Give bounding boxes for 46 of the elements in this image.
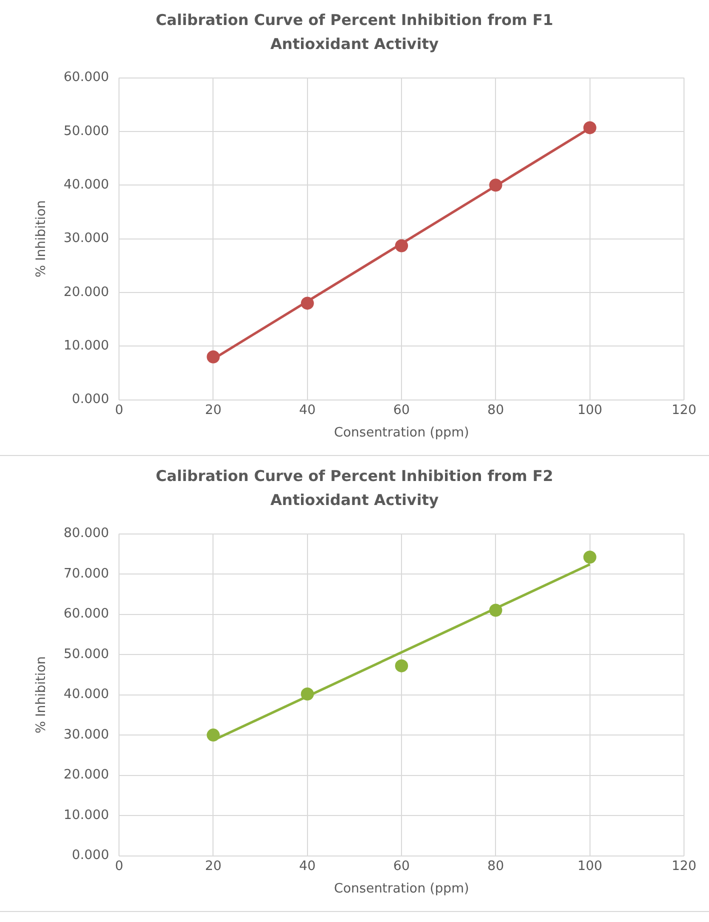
point: [583, 550, 596, 564]
x-tick-label: 80: [487, 858, 504, 874]
x-tick-label: 80: [487, 402, 504, 418]
point: [489, 604, 502, 617]
point: [395, 239, 408, 252]
x-tick-label: 60: [393, 858, 410, 874]
x-tick-label: 100: [577, 402, 602, 418]
x-tick-label: 120: [672, 402, 696, 418]
y-tick-label: 20.000: [64, 284, 110, 300]
point: [300, 296, 314, 310]
y-tick-label: 10.000: [64, 808, 110, 823]
y-tick-label: 0.000: [72, 392, 110, 408]
point: [206, 350, 220, 364]
x-tick-label: 0: [114, 402, 124, 418]
y-tick-label: 40.000: [64, 687, 110, 702]
x-axis-title: Consentration (ppm): [334, 426, 470, 441]
x-tick-label: 60: [393, 402, 410, 418]
point: [395, 659, 408, 672]
x-tick-label: 40: [299, 858, 316, 874]
y-tick-label: 30.000: [64, 231, 110, 246]
x-tick-label: 20: [204, 858, 222, 874]
x-tick-label: 100: [577, 858, 602, 874]
y-tick-label: 60.000: [64, 606, 110, 622]
y-axis-title: % Inhibition: [34, 656, 50, 734]
point: [300, 687, 314, 700]
x-tick-label: 0: [114, 858, 124, 874]
y-tick-label: 0.000: [72, 848, 110, 864]
y-tick-label: 10.000: [64, 338, 110, 354]
y-tick-label: 20.000: [64, 768, 110, 783]
y-tick-label: 40.000: [64, 178, 110, 193]
chart-title: Calibration Curve of Percent Inhibition from F1 Antioxidant Activity: [154, 10, 554, 55]
x-tick-label: 20: [204, 402, 222, 418]
y-tick-label: 50.000: [64, 124, 110, 139]
point: [206, 728, 220, 742]
x-tick-label: 120: [672, 858, 696, 874]
x-tick-label: 40: [299, 402, 316, 418]
chart-title: Calibration Curve of Percent Inhibition from F2 Antioxidant Activity: [154, 466, 554, 511]
point: [489, 178, 502, 192]
y-tick-label: 50.000: [64, 646, 110, 662]
y-tick-label: 80.000: [64, 526, 110, 542]
y-tick-label: 70.000: [64, 566, 110, 582]
x-axis-title: Consentration (ppm): [334, 882, 470, 897]
y-axis-title: % Inhibition: [34, 200, 50, 278]
y-tick-label: 30.000: [64, 727, 110, 742]
y-tick-label: 60.000: [64, 70, 110, 86]
point: [583, 121, 596, 134]
